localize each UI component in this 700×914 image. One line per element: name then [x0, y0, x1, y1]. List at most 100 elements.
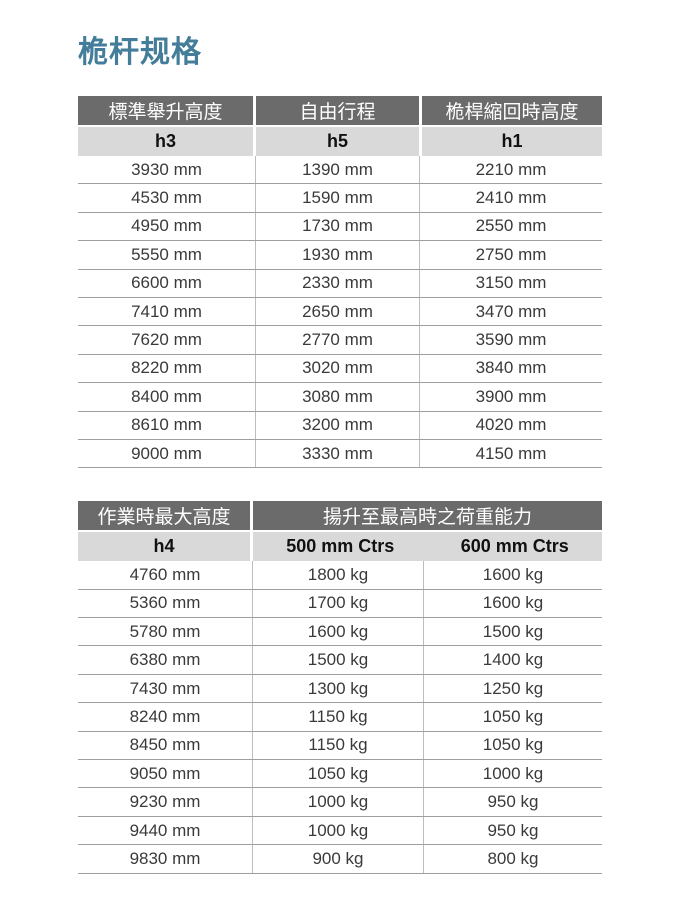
table-row: 9000 mm 3330 mm 4150 mm — [78, 439, 602, 469]
subheader-600mm-ctrs: 600 mm Ctrs — [460, 536, 569, 557]
table-cell: 4530 mm — [131, 188, 202, 208]
table-row: 4950 mm 1730 mm 2550 mm — [78, 212, 602, 242]
table-cell: 2550 mm — [419, 212, 602, 241]
table-row: 8400 mm 3080 mm 3900 mm — [78, 383, 602, 412]
table-cell: 3470 mm — [419, 297, 602, 326]
table-cell: 5780 mm — [129, 621, 201, 641]
table-cell: 1930 mm — [255, 241, 419, 269]
subheader-h3: h3 — [78, 127, 253, 156]
table-row: 8240 mm 1150 kg 1050 kg — [78, 703, 602, 732]
table-row: 6600 mm 2330 mm 3150 mm — [78, 269, 602, 298]
table-cell: 3080 mm — [255, 383, 419, 411]
column-header-max-operating-height: 作業時最大高度 — [78, 501, 250, 531]
table-cell: 1600 kg — [423, 561, 602, 589]
table-cell: 4150 mm — [419, 439, 602, 468]
page-title: 桅杆规格 — [78, 36, 202, 69]
table-cell: 3900 mm — [419, 383, 602, 411]
table-cell: 3200 mm — [255, 411, 419, 439]
table-subheader-row: h4 500 mm Ctrs 600 mm Ctrs — [78, 532, 602, 562]
column-header-standard-lift-height: 標準舉升高度 — [78, 96, 253, 125]
table-cell: 1000 kg — [423, 760, 602, 788]
table-row: 9230 mm 1000 kg 950 kg — [78, 788, 602, 817]
table-cell: 8400 mm — [131, 386, 202, 406]
table-cell: 8610 mm — [131, 415, 202, 435]
column-header-free-lift: 自由行程 — [256, 96, 419, 125]
table-row: 8610 mm 3200 mm 4020 mm — [78, 411, 602, 440]
table-row: 8450 mm 1150 kg 1050 kg — [78, 731, 602, 761]
table-cell: 1390 mm — [255, 156, 419, 184]
table-row: 8220 mm 3020 mm 3840 mm — [78, 354, 602, 384]
table-cell: 9440 mm — [129, 820, 201, 840]
table-row: 7430 mm 1300 kg 1250 kg — [78, 674, 602, 704]
table-cell: 4950 mm — [131, 216, 202, 236]
table-cell: 3330 mm — [255, 439, 419, 468]
table-row: 5360 mm 1700 kg 1600 kg — [78, 589, 602, 619]
table-row: 9050 mm 1050 kg 1000 kg — [78, 760, 602, 789]
table-row: 6380 mm 1500 kg 1400 kg — [78, 646, 602, 675]
table-cell: 1730 mm — [255, 212, 419, 241]
table-cell: 950 kg — [423, 788, 602, 816]
table-cell: 9230 mm — [129, 792, 201, 812]
table-row: 3930 mm 1390 mm 2210 mm — [78, 156, 602, 185]
subheader-h5: h5 — [256, 127, 419, 156]
table-cell: 1500 kg — [423, 618, 602, 646]
table-cell: 6380 mm — [129, 650, 201, 670]
table-cell: 9000 mm — [131, 443, 202, 463]
subheader-h1: h1 — [422, 127, 602, 156]
table-cell: 4760 mm — [129, 564, 201, 584]
table-cell: 7430 mm — [129, 678, 201, 698]
mast-dimensions-table: 標準舉升高度 自由行程 桅桿縮回時高度 h3 h5 h1 3930 mm 1390… — [78, 96, 602, 469]
table-row: 9830 mm 900 kg 800 kg — [78, 845, 602, 874]
table-row: 5780 mm 1600 kg 1500 kg — [78, 618, 602, 647]
table-cell: 3840 mm — [419, 354, 602, 383]
table-cell: 7620 mm — [131, 330, 202, 350]
subheader-h4: h4 — [78, 532, 250, 562]
table-row: 5550 mm 1930 mm 2750 mm — [78, 241, 602, 270]
table-cell: 1800 kg — [252, 561, 423, 589]
table-cell: 800 kg — [423, 845, 602, 873]
table-cell: 9830 mm — [129, 848, 201, 868]
table-row: 7410 mm 2650 mm 3470 mm — [78, 297, 602, 327]
column-header-load-capacity-at-max-lift: 揚升至最高時之荷重能力 — [253, 501, 602, 531]
table-cell: 2210 mm — [419, 156, 602, 184]
table-row: 7620 mm 2770 mm 3590 mm — [78, 326, 602, 355]
table-cell: 2770 mm — [255, 326, 419, 354]
table-cell: 2410 mm — [419, 184, 602, 212]
spec-page: 桅杆规格 標準舉升高度 自由行程 桅桿縮回時高度 h3 h5 h1 3930 m… — [78, 36, 602, 874]
table-cell: 5550 mm — [131, 244, 202, 264]
table-row: 9440 mm 1000 kg 950 kg — [78, 816, 602, 846]
table-cell: 1600 kg — [423, 589, 602, 618]
column-header-mast-lowered-height: 桅桿縮回時高度 — [422, 96, 602, 125]
table-row: 4530 mm 1590 mm 2410 mm — [78, 184, 602, 213]
table-cell: 3150 mm — [419, 269, 602, 297]
table-cell: 1590 mm — [255, 184, 419, 212]
table-cell: 9050 mm — [129, 763, 201, 783]
table-cell: 1600 kg — [252, 618, 423, 646]
table-cell: 1400 kg — [423, 646, 602, 674]
table-cell: 1050 kg — [252, 760, 423, 788]
table-cell: 8450 mm — [129, 735, 201, 755]
table-cell: 1000 kg — [252, 816, 423, 845]
table-cell: 1150 kg — [252, 731, 423, 760]
table-cell: 1050 kg — [423, 731, 602, 760]
table-cell: 3020 mm — [255, 354, 419, 383]
table-cell: 1150 kg — [252, 703, 423, 731]
table-cell: 1700 kg — [252, 589, 423, 618]
table-body: 4760 mm 1800 kg 1600 kg 5360 mm 1700 kg 1600 … — [78, 561, 602, 874]
table-body: 3930 mm 1390 mm 2210 mm 4530 mm 1590 mm 2410 … — [78, 156, 602, 469]
table-cell: 1250 kg — [423, 674, 602, 703]
table-row: 4760 mm 1800 kg 1600 kg — [78, 561, 602, 590]
subheader-500mm-ctrs: 500 mm Ctrs — [286, 536, 395, 557]
table-cell: 3930 mm — [131, 159, 202, 179]
table-cell: 1000 kg — [252, 788, 423, 816]
table-cell: 5360 mm — [129, 593, 201, 613]
table-subheader-row: h3 h5 h1 — [78, 127, 602, 156]
table-cell: 3590 mm — [419, 326, 602, 354]
table-cell: 2650 mm — [255, 297, 419, 326]
subheader-load-centers: 500 mm Ctrs 600 mm Ctrs — [253, 532, 602, 562]
table-cell: 950 kg — [423, 816, 602, 845]
table-cell: 2330 mm — [255, 269, 419, 297]
table-cell: 1050 kg — [423, 703, 602, 731]
load-capacity-table: 作業時最大高度 揚升至最高時之荷重能力 h4 500 mm Ctrs 600 m… — [78, 501, 602, 874]
table-cell: 8240 mm — [129, 706, 201, 726]
